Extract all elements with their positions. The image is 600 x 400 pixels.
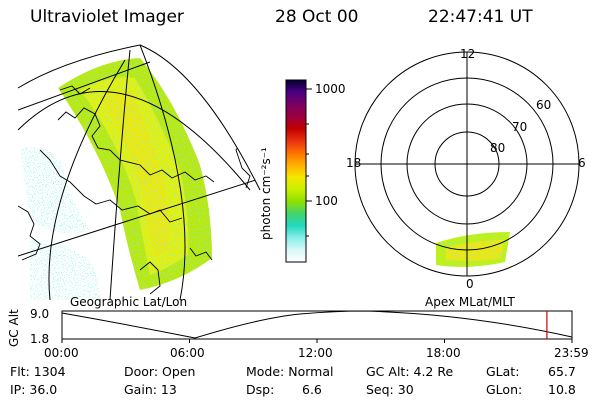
- altitude-ylabel: GC Alt: [7, 309, 21, 347]
- time-tick-0600: 06:00: [170, 346, 205, 360]
- time-tick-1200: 12:00: [298, 346, 333, 360]
- colorbar-tick-100: 100: [315, 194, 338, 208]
- mlt-label-6: 6: [578, 156, 586, 170]
- status-glat-label: GLat:: [486, 364, 520, 379]
- status-glon-value: 10.8: [548, 382, 576, 397]
- status-dsp-label: Dsp:: [246, 382, 275, 397]
- time-tick-2359: 23:59: [554, 346, 589, 360]
- altitude-plot: [61, 310, 573, 343]
- time-tick-0000: 00:00: [44, 346, 79, 360]
- geo-disk-limb: [17, 44, 261, 191]
- status-glon-label: GLon:: [486, 382, 523, 397]
- instrument-title: Ultraviolet Imager: [30, 7, 184, 27]
- status-mode: Mode: Normal: [246, 364, 334, 379]
- mlt-label-0: 0: [466, 277, 474, 291]
- colorbar: [285, 79, 312, 263]
- geographic-map: [18, 45, 262, 301]
- geo-panel-label: Geographic Lat/Lon: [70, 295, 188, 309]
- observation-time: 22:47:41 UT: [428, 7, 533, 27]
- status-glat-value: 65.7: [548, 364, 576, 379]
- altitude-ytick-min: 1.8: [30, 332, 50, 346]
- polar-panel-label: Apex MLat/MLT: [425, 295, 515, 309]
- status-flight: Flt: 1304: [10, 364, 66, 379]
- colorbar-unit-label: photon cm⁻²s⁻¹: [259, 147, 273, 240]
- colorbar-tick-1000: 1000: [315, 82, 346, 96]
- status-ip: IP: 36.0: [10, 382, 58, 397]
- observation-date: 28 Oct 00: [275, 7, 359, 27]
- status-gc-alt: GC Alt: 4.2 Re: [366, 364, 454, 379]
- status-gain: Gain: 13: [124, 382, 177, 397]
- mlat-label-60: 60: [536, 98, 552, 112]
- mlat-label-70: 70: [512, 120, 528, 134]
- status-seq: Seq: 30: [366, 382, 414, 397]
- polar-plot: [354, 51, 580, 277]
- mlat-label-80: 80: [490, 141, 506, 155]
- altitude-ytick-max: 9.0: [30, 307, 50, 321]
- time-tick-1800: 18:00: [426, 346, 461, 360]
- mlt-label-18: 18: [346, 156, 362, 170]
- status-dsp-value: 6.6: [302, 382, 322, 397]
- status-door: Door: Open: [124, 364, 196, 379]
- mlt-label-12: 12: [460, 47, 476, 61]
